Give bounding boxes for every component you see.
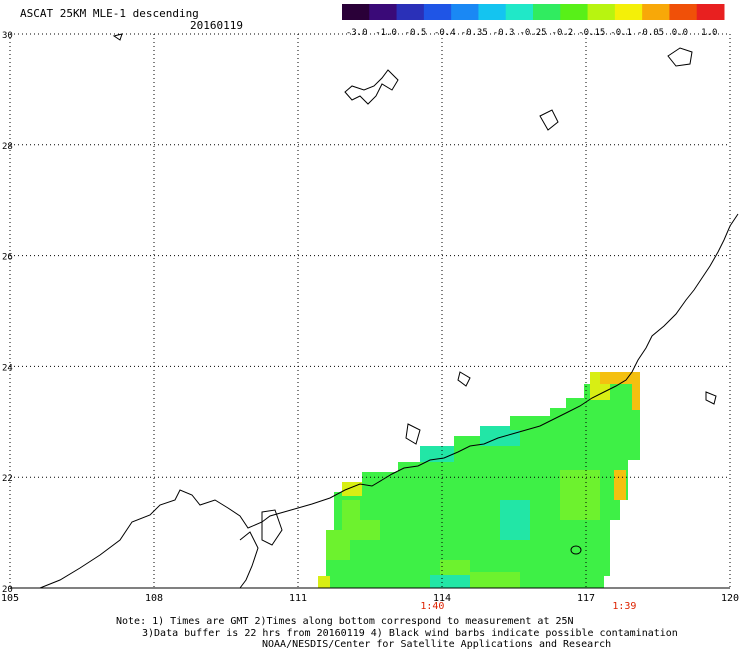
coastline-mainland <box>39 213 739 589</box>
note-line-1: Note: 1) Times are GMT 2)Times along bot… <box>116 616 574 627</box>
grid <box>9 33 731 589</box>
colorbar-swatch <box>669 4 698 20</box>
y-tick-label: 22 <box>2 474 13 484</box>
pass-times: 1:40 1:39 <box>420 601 636 612</box>
y-tick-label: 28 <box>2 142 13 152</box>
swath-region-main <box>318 372 640 588</box>
map-date: 20160119 <box>190 19 243 32</box>
coastline-island <box>667 47 693 67</box>
colorbar-swatch <box>478 4 507 20</box>
coastline-island <box>705 391 717 405</box>
y-tick-label: 20 <box>2 585 13 595</box>
x-tick-label: 111 <box>289 593 307 604</box>
pass-time-label: 1:39 <box>612 601 636 612</box>
coastline-island <box>405 423 421 445</box>
x-tick-label: 105 <box>1 593 19 604</box>
y-tick-label: 26 <box>2 253 13 263</box>
x-axis: 105 108 111 114 117 120 <box>1 593 739 604</box>
colorbar-labels: -3.0 -1.0 -0.5 -0.4 -0.35 -0.3 -0.25 -0.2 -0.15-… <box>346 28 718 38</box>
x-tick-label: 114 <box>433 593 451 604</box>
swath-region-cyan <box>430 575 470 588</box>
coastline-island <box>570 545 582 555</box>
swath-region-cyan <box>420 446 454 462</box>
swath-region-light <box>326 500 380 560</box>
colorbar <box>342 4 725 20</box>
colorbar-swatch <box>533 4 561 20</box>
coastline-island <box>344 69 399 105</box>
pass-time-label: 1:40 <box>420 601 444 612</box>
colorbar-swatch <box>696 4 725 20</box>
colorbar-label: -1.0 <box>375 28 397 38</box>
colorbar-swatch <box>423 4 452 20</box>
y-axis: 30 28 26 24 22 20 <box>2 31 13 595</box>
colorbar-swatch <box>342 4 370 20</box>
swath-region-orange <box>600 372 640 410</box>
colorbar-swatch <box>587 4 616 20</box>
swath-region-yellow <box>318 576 330 588</box>
y-tick-label: 30 <box>2 31 13 41</box>
coastline <box>39 33 739 589</box>
colorbar-swatch <box>642 4 670 20</box>
colorbar-label: -0.1 <box>610 28 632 38</box>
colorbar-swatch <box>614 4 643 20</box>
colorbar-label: 0.0 <box>672 28 688 38</box>
swath-region-orange <box>614 470 626 500</box>
coastline-island <box>539 109 559 131</box>
swath-region-cyan <box>500 500 530 540</box>
coastline-island <box>239 531 259 589</box>
colorbar-label: -0.05 <box>637 28 664 38</box>
colorbar-label: -0.25 <box>519 28 546 38</box>
colorbar-label: -0.5 <box>405 28 427 38</box>
x-tick-label: 120 <box>721 593 739 604</box>
note-line-3: NOAA/NESDIS/Center for Satellite Applica… <box>262 639 612 650</box>
swath-region-light <box>560 470 600 520</box>
x-tick-label: 108 <box>145 593 163 604</box>
colorbar-label: -0.4 <box>434 28 456 38</box>
coastline-island <box>112 33 123 41</box>
colorbar-swatch <box>505 4 534 20</box>
colorbar-swatch <box>396 4 425 20</box>
colorbar-label: -0.2 <box>552 28 574 38</box>
swath-data <box>318 372 640 588</box>
colorbar-label: -0.35 <box>461 28 488 38</box>
colorbar-label: -3.0 <box>346 28 368 38</box>
y-tick-label: 24 <box>2 363 13 373</box>
coastline-island <box>457 371 471 387</box>
colorbar-label: -0.3 <box>493 28 515 38</box>
x-tick-label: 117 <box>577 593 595 604</box>
colorbar-label: 1.0 <box>701 28 717 38</box>
map-title: ASCAT 25KM MLE-1 descending <box>20 7 199 20</box>
coastline-island <box>261 509 283 546</box>
colorbar-swatch <box>451 4 479 20</box>
note-line-2: 3)Data buffer is 22 hrs from 20160119 4)… <box>142 628 678 639</box>
colorbar-swatch <box>369 4 398 20</box>
colorbar-swatch <box>560 4 589 20</box>
colorbar-label: -0.15 <box>578 28 605 38</box>
